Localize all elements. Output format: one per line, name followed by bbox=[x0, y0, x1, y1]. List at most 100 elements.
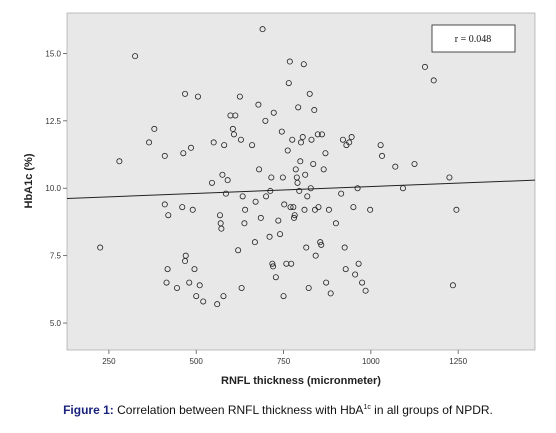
y-tick-label: 15.0 bbox=[45, 49, 61, 58]
data-point bbox=[210, 139, 217, 146]
data-point bbox=[252, 198, 259, 205]
data-point bbox=[291, 212, 298, 219]
data-point bbox=[306, 90, 313, 97]
data-point bbox=[151, 125, 158, 132]
data-point bbox=[230, 131, 237, 138]
data-point bbox=[278, 128, 285, 135]
data-point bbox=[297, 158, 304, 165]
data-point bbox=[322, 150, 329, 157]
data-point bbox=[272, 274, 279, 281]
data-point bbox=[446, 174, 453, 181]
data-point bbox=[132, 53, 139, 60]
data-point bbox=[239, 193, 246, 200]
data-point bbox=[235, 247, 242, 254]
data-points bbox=[97, 26, 460, 308]
data-point bbox=[164, 266, 171, 273]
data-point bbox=[302, 171, 309, 178]
data-point bbox=[323, 279, 330, 286]
data-point bbox=[220, 293, 227, 300]
y-tick-label: 7.5 bbox=[50, 252, 62, 261]
data-point bbox=[218, 225, 225, 232]
data-point bbox=[186, 279, 193, 286]
data-point bbox=[453, 206, 460, 213]
y-axis-title: HbA1c (%) bbox=[23, 153, 35, 208]
data-point bbox=[161, 152, 168, 159]
x-tick-label: 750 bbox=[277, 357, 291, 366]
data-point bbox=[180, 150, 187, 157]
y-tick-label: 5.0 bbox=[50, 319, 62, 328]
data-point bbox=[308, 136, 315, 143]
data-point bbox=[97, 244, 104, 251]
data-point bbox=[392, 163, 399, 170]
data-point bbox=[222, 190, 229, 197]
data-point bbox=[187, 144, 194, 151]
data-point bbox=[269, 260, 276, 267]
data-point bbox=[236, 93, 243, 100]
data-point bbox=[287, 204, 294, 211]
data-point bbox=[241, 220, 248, 227]
data-point bbox=[208, 179, 215, 186]
data-point bbox=[279, 174, 286, 181]
data-point bbox=[182, 90, 189, 97]
y-axis-ticks: 5.0 7.5 10.0 12.5 15.0 bbox=[45, 49, 67, 328]
data-point bbox=[411, 160, 418, 167]
data-point bbox=[270, 109, 277, 116]
data-point bbox=[304, 193, 311, 200]
data-point bbox=[332, 220, 339, 227]
data-point bbox=[296, 187, 303, 194]
x-axis-ticks: 250 500 750 1000 1250 bbox=[102, 350, 468, 366]
data-point bbox=[294, 179, 301, 186]
data-point bbox=[242, 206, 249, 213]
scatter-chart: 250 500 750 1000 1250 5.0 7.5 10.0 12.5 15.0 r =… bbox=[23, 12, 536, 387]
x-tick-label: 500 bbox=[190, 357, 204, 366]
data-point bbox=[325, 206, 332, 213]
data-point bbox=[318, 241, 325, 248]
data-point bbox=[281, 201, 288, 208]
data-point bbox=[305, 284, 312, 291]
data-point bbox=[194, 93, 201, 100]
data-point bbox=[346, 139, 353, 146]
data-point bbox=[267, 187, 274, 194]
data-point bbox=[259, 26, 266, 33]
data-point bbox=[352, 271, 359, 278]
data-point bbox=[342, 266, 349, 273]
data-point bbox=[399, 185, 406, 192]
data-point bbox=[237, 136, 244, 143]
data-point bbox=[232, 112, 239, 119]
data-point bbox=[255, 101, 262, 108]
plot-area bbox=[66, 12, 536, 351]
data-point bbox=[421, 63, 428, 70]
data-point bbox=[288, 260, 295, 267]
data-point bbox=[317, 239, 324, 246]
data-point bbox=[216, 212, 223, 219]
data-point bbox=[379, 152, 386, 159]
data-point bbox=[339, 136, 346, 143]
data-point bbox=[270, 263, 277, 270]
data-point bbox=[292, 166, 299, 173]
caption-text-start: Correlation between RNFL thickness with … bbox=[113, 403, 364, 417]
data-point bbox=[299, 134, 306, 141]
data-point bbox=[268, 174, 275, 181]
data-point bbox=[174, 284, 181, 291]
data-point bbox=[430, 77, 437, 84]
caption-figure-label: Figure 1: bbox=[63, 403, 114, 417]
data-point bbox=[219, 171, 226, 178]
data-point bbox=[257, 214, 264, 221]
data-point bbox=[165, 212, 172, 219]
data-point bbox=[300, 61, 307, 68]
data-point bbox=[146, 139, 153, 146]
x-tick-label: 250 bbox=[102, 357, 116, 366]
data-point bbox=[275, 217, 282, 224]
data-point bbox=[221, 142, 228, 149]
caption-text-end: in all groups of NPDR. bbox=[370, 403, 493, 417]
data-point bbox=[297, 139, 304, 146]
data-point bbox=[362, 287, 369, 294]
data-point bbox=[182, 252, 189, 259]
data-point bbox=[295, 104, 302, 111]
data-point bbox=[256, 166, 263, 173]
data-point bbox=[354, 185, 361, 192]
data-point bbox=[359, 279, 366, 286]
y-tick-label: 12.5 bbox=[45, 117, 61, 126]
data-point bbox=[318, 131, 325, 138]
figure-caption: Figure 1: Correlation between RNFL thick… bbox=[0, 403, 556, 417]
